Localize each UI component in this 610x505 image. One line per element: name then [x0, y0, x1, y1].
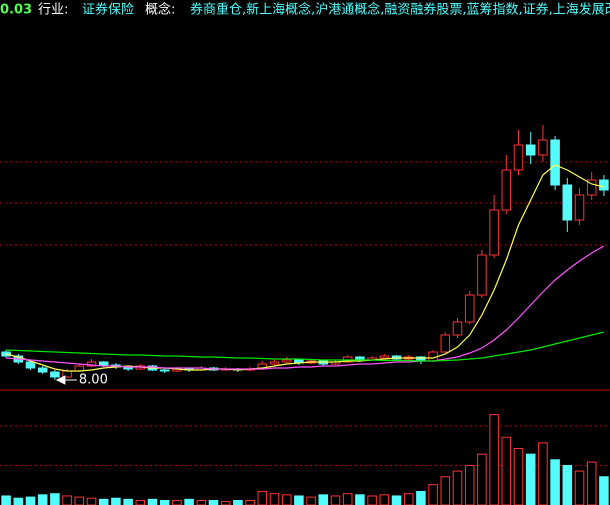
- volume-bar: [525, 453, 536, 505]
- volume-bar: [550, 459, 560, 505]
- volume-bar: [233, 499, 243, 505]
- volume-bar: [416, 490, 426, 505]
- volume-bar: [86, 497, 97, 505]
- candle-body: [452, 321, 463, 336]
- candle-body: [501, 169, 512, 211]
- volume-bar: [37, 494, 48, 505]
- min-label: 8.00: [79, 373, 108, 388]
- candle-body: [269, 361, 280, 365]
- volume-bar: [538, 442, 548, 505]
- candle-body: [25, 361, 36, 369]
- candle-body: [550, 139, 560, 186]
- candle-body: [599, 179, 609, 191]
- volume-bar: [379, 494, 390, 505]
- volume-bar: [306, 496, 316, 505]
- volume-bar: [208, 499, 219, 505]
- volume-bar: [440, 476, 451, 505]
- candle-body: [477, 254, 487, 296]
- volume-bar: [245, 499, 255, 505]
- volume-bar: [62, 495, 72, 505]
- candle-body: [562, 184, 573, 221]
- volume-bar: [574, 470, 585, 505]
- volume-bar: [196, 499, 207, 505]
- volume-bar: [501, 436, 512, 505]
- moving-average: [5, 164, 605, 372]
- volume-bar: [269, 493, 280, 505]
- volume-bar: [98, 498, 109, 505]
- volume-bar: [367, 495, 377, 505]
- volume-bar: [464, 464, 475, 505]
- moving-average: [6, 245, 605, 370]
- volume-bar: [74, 496, 85, 505]
- volume-bar: [477, 453, 487, 505]
- volume-bar: [403, 493, 414, 505]
- candle-body: [538, 139, 548, 156]
- volume-bar: [13, 497, 24, 505]
- candle-body: [574, 194, 585, 221]
- volume-bar: [281, 494, 292, 505]
- volume-bar: [599, 476, 609, 505]
- candle-body: [489, 209, 499, 256]
- candle-body: [440, 334, 451, 353]
- volume-bar: [147, 498, 158, 505]
- min-arrow: [55, 375, 77, 385]
- volume-bar: [355, 494, 365, 505]
- volume-bar: [159, 499, 170, 505]
- volume-bar: [330, 495, 341, 505]
- candle-body: [98, 361, 109, 366]
- volume-bar: [135, 499, 146, 505]
- candle-body: [159, 369, 170, 372]
- volume-bar: [513, 448, 524, 505]
- volume-bar: [257, 490, 268, 505]
- candle-body: [513, 144, 524, 171]
- industry-label: 行业:: [38, 3, 68, 18]
- volume-bar: [1, 495, 11, 505]
- candle-body: [586, 179, 597, 196]
- industry: 证券保险: [82, 2, 134, 18]
- candle-body: [525, 144, 536, 156]
- candle-body: [86, 361, 97, 367]
- volume-bar: [452, 470, 463, 505]
- volume-bar: [586, 461, 597, 505]
- candle-body: [281, 359, 292, 363]
- volume-bar: [50, 493, 60, 505]
- concept-label: 概念:: [145, 2, 175, 18]
- concepts: 券商重仓,新上海概念,沪港通概念,融资融券股票,蓝筹指数,证券,上海发展改: [190, 2, 610, 18]
- volume-bar: [111, 497, 121, 505]
- volume-bar: [562, 464, 573, 505]
- volume-bar: [220, 501, 231, 505]
- candle-body: [464, 294, 475, 323]
- volume-bar: [123, 498, 133, 505]
- change: 0.03: [0, 3, 32, 18]
- candle-body: [37, 367, 48, 373]
- volume-bar: [342, 493, 353, 505]
- volume-bar: [184, 498, 194, 505]
- volume-bar: [489, 414, 499, 505]
- volume-bar: [428, 484, 438, 505]
- candle-body: [379, 355, 390, 359]
- volume-bar: [25, 496, 36, 505]
- moving-average: [6, 331, 605, 362]
- volume-bar: [294, 495, 304, 505]
- volume-bar: [172, 499, 182, 505]
- candle-body: [50, 371, 60, 378]
- volume-bar: [318, 494, 329, 505]
- volume-bar: [391, 495, 402, 505]
